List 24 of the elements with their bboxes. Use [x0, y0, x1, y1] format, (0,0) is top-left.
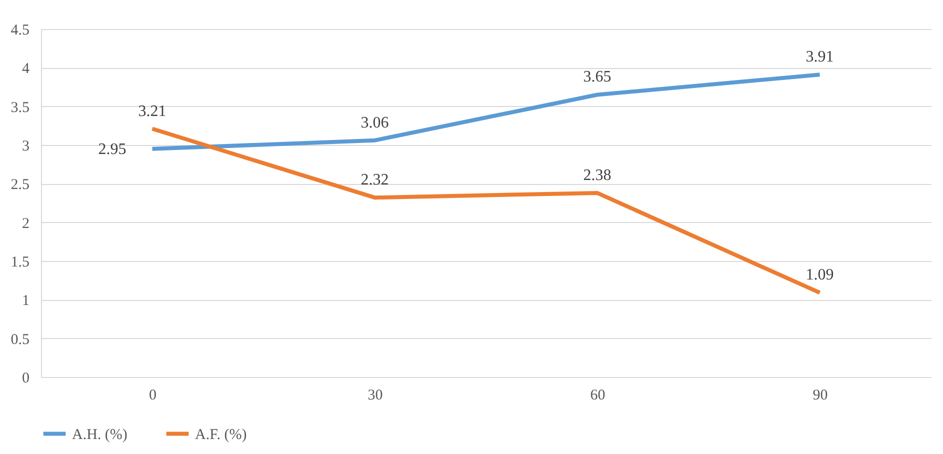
y-tick-label: 3.5 [10, 100, 30, 116]
y-tick-label: 2 [22, 216, 30, 232]
data-label: 3.06 [360, 114, 389, 132]
x-tick-label: 0 [149, 388, 156, 404]
x-tick-label: 30 [368, 388, 383, 404]
y-tick-label: 2.5 [10, 177, 30, 194]
data-label: 2.32 [360, 172, 389, 189]
data-label: 2.95 [98, 140, 126, 158]
x-tick-label: 60 [590, 388, 606, 404]
y-tick-label: 4 [22, 61, 30, 78]
data-label: 3.65 [583, 68, 612, 86]
y-tick-label: 1.5 [10, 254, 30, 270]
data-label: 1.09 [806, 266, 834, 284]
y-tick-label: 3 [22, 138, 30, 154]
legend-label: A.H. (%) [72, 426, 128, 443]
y-tick-label: 0 [22, 370, 30, 386]
legend-label: A.F. (%) [195, 426, 247, 443]
y-tick-label: 4.5 [10, 22, 30, 38]
y-tick-label: 0.5 [10, 332, 30, 348]
data-label: 2.38 [583, 166, 612, 184]
data-label: 3.21 [138, 102, 166, 120]
y-tick-label: 1 [22, 293, 30, 310]
data-label: 3.91 [806, 48, 834, 66]
x-tick-label: 90 [812, 388, 828, 404]
